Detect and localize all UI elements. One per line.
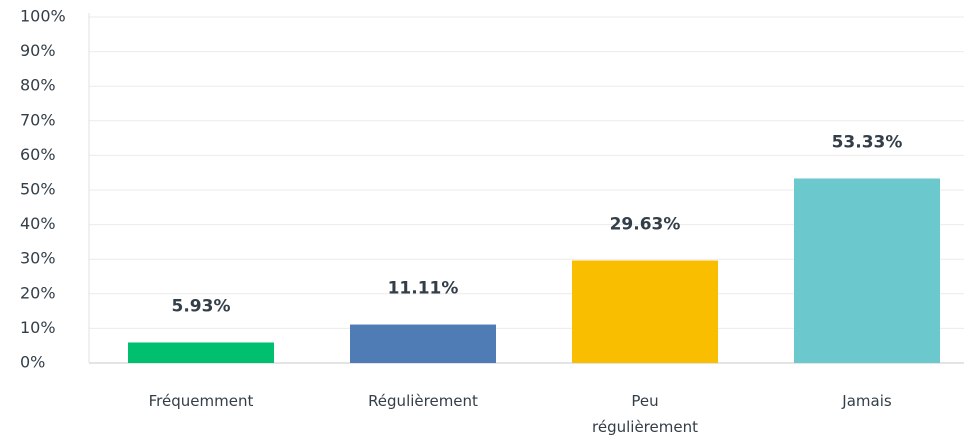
y-tick-label: 90% bbox=[20, 41, 56, 60]
y-tick-label: 100% bbox=[20, 7, 66, 26]
y-tick-label: 40% bbox=[20, 214, 56, 233]
x-tick-label: Régulièrement bbox=[368, 392, 478, 410]
y-tick-label: 60% bbox=[20, 145, 56, 164]
y-tick-label: 70% bbox=[20, 110, 56, 129]
data-label: 53.33% bbox=[832, 132, 903, 152]
y-tick-label: 10% bbox=[20, 318, 56, 337]
bar bbox=[128, 342, 274, 363]
y-tick-label: 0% bbox=[20, 353, 45, 372]
x-tick-label: Fréquemment bbox=[148, 392, 254, 410]
y-tick-label: 50% bbox=[20, 180, 56, 199]
y-tick-label: 20% bbox=[20, 283, 56, 302]
data-label: 11.11% bbox=[388, 279, 459, 299]
x-tick-label: Peu régulièrement bbox=[592, 392, 698, 436]
data-label: 5.93% bbox=[172, 296, 231, 316]
y-tick-label: 30% bbox=[20, 249, 56, 268]
data-label: 29.63% bbox=[610, 214, 681, 234]
bar bbox=[572, 260, 718, 363]
y-tick-label: 80% bbox=[20, 76, 56, 95]
x-tick-label: Jamais bbox=[842, 392, 892, 410]
bar bbox=[350, 324, 496, 363]
bar bbox=[794, 178, 940, 363]
